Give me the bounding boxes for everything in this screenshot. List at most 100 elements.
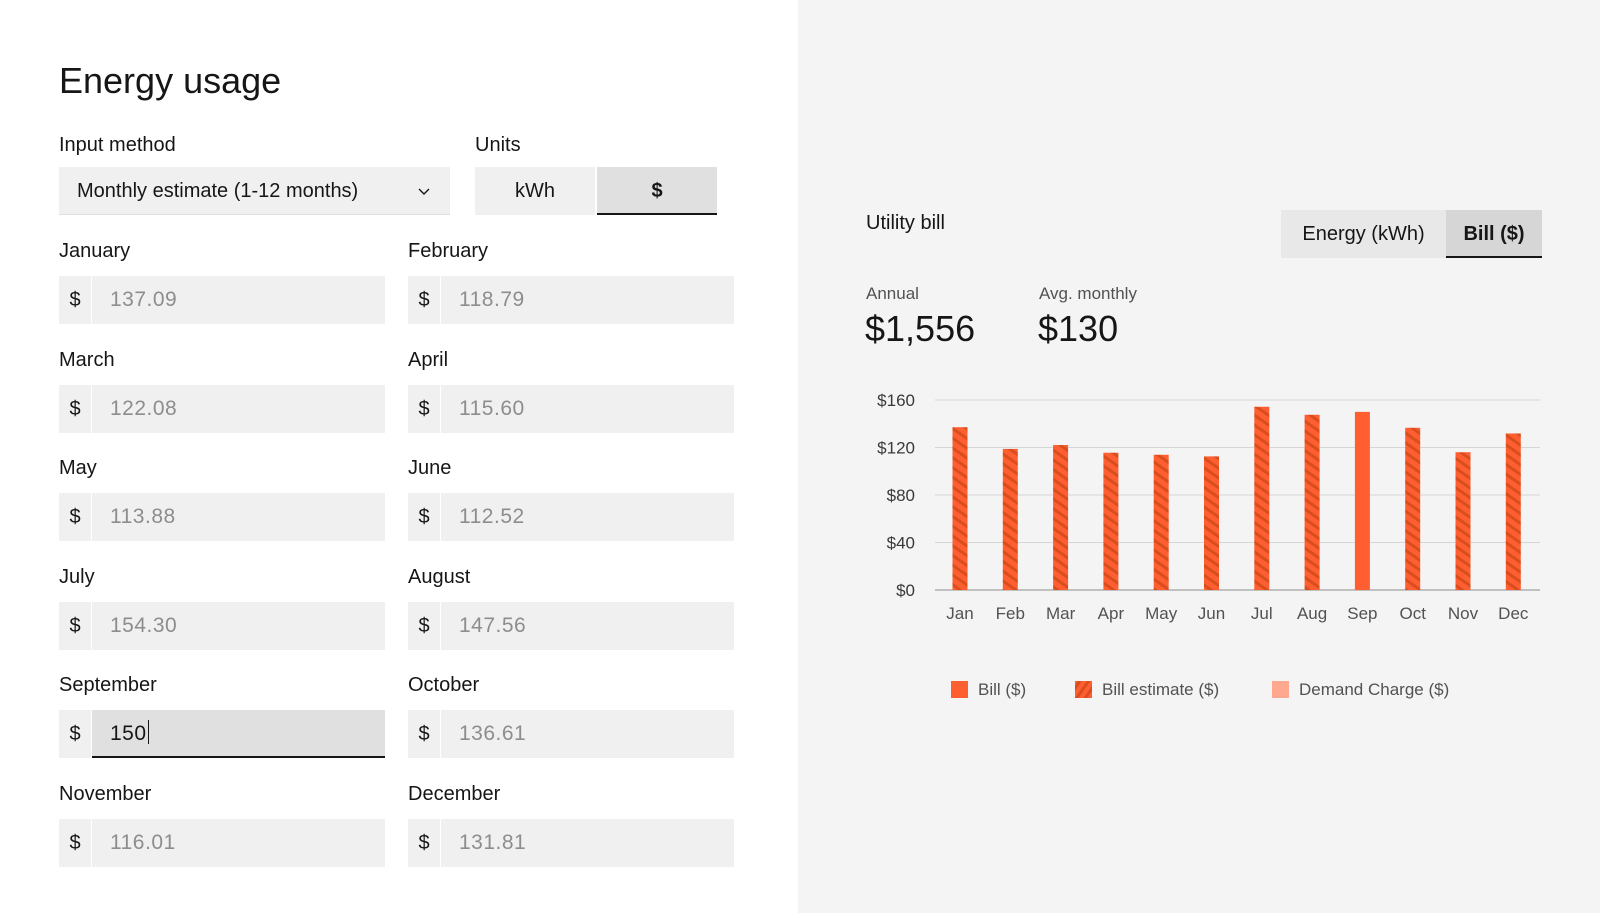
- march-input-value: 122.08: [110, 396, 178, 420]
- input-method-value: Monthly estimate (1-12 months): [77, 180, 359, 202]
- october-input[interactable]: 136.61: [441, 710, 734, 758]
- tab-energy-kwh[interactable]: Energy (kWh): [1281, 210, 1446, 258]
- legend-swatch-bill: [951, 681, 968, 698]
- february-field: $118.79: [408, 276, 734, 324]
- july-input-value: 154.30: [110, 613, 178, 637]
- annual-value: $1,556: [865, 308, 976, 349]
- may-input[interactable]: 113.88: [92, 493, 385, 541]
- bar-jul[interactable]: [1254, 406, 1270, 590]
- energy-usage-panel: Energy usage Input method Monthly estima…: [0, 0, 798, 913]
- january-input-value: 137.09: [110, 288, 178, 311]
- july-field: $154.30: [59, 601, 385, 650]
- october-field: $136.61: [408, 710, 734, 758]
- legend-swatch-demand-charge: [1272, 681, 1289, 698]
- currency-prefix: $: [59, 276, 91, 324]
- legend-label-bill-estimate: Bill estimate ($): [1102, 680, 1220, 699]
- july-label: July: [59, 565, 95, 588]
- currency-prefix: $: [59, 493, 91, 541]
- bar-may[interactable]: [1153, 454, 1169, 590]
- february-input-value: 118.79: [459, 288, 525, 311]
- february-label: February: [408, 240, 489, 262]
- august-label: August: [408, 565, 471, 588]
- x-tick-label: Oct: [1399, 604, 1426, 623]
- currency-prefix: $: [408, 818, 440, 867]
- august-input[interactable]: 147.56: [441, 601, 734, 650]
- december-input-value: 131.81: [459, 830, 527, 854]
- september-input-value: 150: [110, 722, 147, 745]
- utility-bill-title: Utility bill: [866, 212, 945, 234]
- bar-sep[interactable]: [1354, 411, 1370, 590]
- bar-oct[interactable]: [1405, 427, 1421, 590]
- currency-prefix: $: [408, 601, 440, 650]
- november-label: November: [59, 782, 152, 805]
- march-input[interactable]: 122.08: [92, 384, 385, 433]
- x-tick-label: Feb: [996, 604, 1025, 623]
- bar-jun[interactable]: [1204, 456, 1219, 590]
- chart-view-tabs: Energy (kWh) Bill ($): [1281, 210, 1542, 258]
- april-input-value: 115.60: [459, 396, 525, 420]
- y-tick-label: $120: [877, 439, 915, 458]
- currency-prefix: $: [59, 384, 91, 433]
- december-field: $131.81: [408, 818, 734, 867]
- currency-prefix: $: [408, 276, 440, 324]
- october-input-value: 136.61: [459, 722, 527, 745]
- december-label: December: [408, 782, 501, 805]
- annual-label: Annual: [866, 284, 919, 303]
- september-field: $150: [59, 710, 385, 758]
- currency-prefix: $: [59, 601, 91, 650]
- y-tick-label: $0: [896, 581, 915, 600]
- currency-prefix: $: [59, 818, 91, 867]
- y-tick-label: $160: [877, 391, 915, 410]
- units-label: Units: [475, 134, 521, 156]
- november-input[interactable]: 116.01: [92, 818, 385, 867]
- legend-label-bill: Bill ($): [978, 680, 1027, 699]
- bar-jan[interactable]: [952, 427, 968, 590]
- units-kwh-button[interactable]: kWh: [475, 167, 595, 215]
- currency-prefix: $: [59, 710, 91, 758]
- utility-bill-chart: $0 $40 $80 $120 $160 Jan Feb Mar Apr May Jun Jul Au…: [877, 391, 1540, 623]
- x-tick-label: Jan: [946, 604, 973, 623]
- units-dollar-button[interactable]: $: [597, 167, 717, 215]
- text-cursor: [147, 720, 150, 744]
- page-title: Energy usage: [59, 60, 282, 101]
- bar-aug[interactable]: [1304, 414, 1320, 590]
- august-input-value: 147.56: [459, 613, 527, 637]
- may-field: $113.88: [59, 493, 385, 541]
- x-tick-label: May: [1145, 604, 1178, 623]
- bar-mar[interactable]: [1053, 445, 1069, 590]
- march-label: March: [59, 348, 115, 371]
- legend-item-bill: Bill ($): [951, 680, 1026, 700]
- input-method-dropdown[interactable]: Monthly estimate (1-12 months): [59, 167, 450, 215]
- y-tick-label: $80: [887, 486, 915, 505]
- currency-prefix: $: [408, 710, 440, 758]
- july-input[interactable]: 154.30: [92, 601, 385, 650]
- x-tick-label: Sep: [1347, 604, 1377, 623]
- november-field: $116.01: [59, 818, 385, 867]
- april-input[interactable]: 115.60: [441, 384, 734, 433]
- january-field: $137.09: [59, 276, 385, 324]
- legend-item-demand-charge: Demand Charge ($): [1272, 680, 1449, 700]
- x-tick-label: Mar: [1046, 604, 1076, 623]
- june-label: June: [408, 457, 452, 479]
- bar-feb[interactable]: [1002, 448, 1018, 590]
- february-input[interactable]: 118.79: [441, 276, 734, 324]
- january-input[interactable]: 137.09: [92, 276, 385, 324]
- tab-bill-dollars[interactable]: Bill ($): [1446, 210, 1542, 258]
- june-field: $112.52: [408, 493, 734, 541]
- june-input-value: 112.52: [459, 505, 525, 528]
- october-label: October: [408, 674, 480, 696]
- x-tick-label: Jun: [1198, 604, 1225, 623]
- chevron-down-icon: [418, 188, 430, 195]
- bar-dec[interactable]: [1505, 433, 1521, 590]
- x-tick-label: Aug: [1297, 604, 1327, 623]
- avg-monthly-value: $130: [1038, 308, 1119, 349]
- september-input[interactable]: 150: [92, 710, 385, 758]
- bar-apr[interactable]: [1103, 452, 1119, 590]
- bar-nov[interactable]: [1455, 452, 1471, 590]
- june-input[interactable]: 112.52: [441, 493, 734, 541]
- april-label: April: [408, 348, 449, 371]
- august-field: $147.56: [408, 601, 734, 650]
- currency-prefix: $: [408, 384, 440, 433]
- december-input[interactable]: 131.81: [441, 818, 734, 867]
- january-label: January: [59, 240, 131, 262]
